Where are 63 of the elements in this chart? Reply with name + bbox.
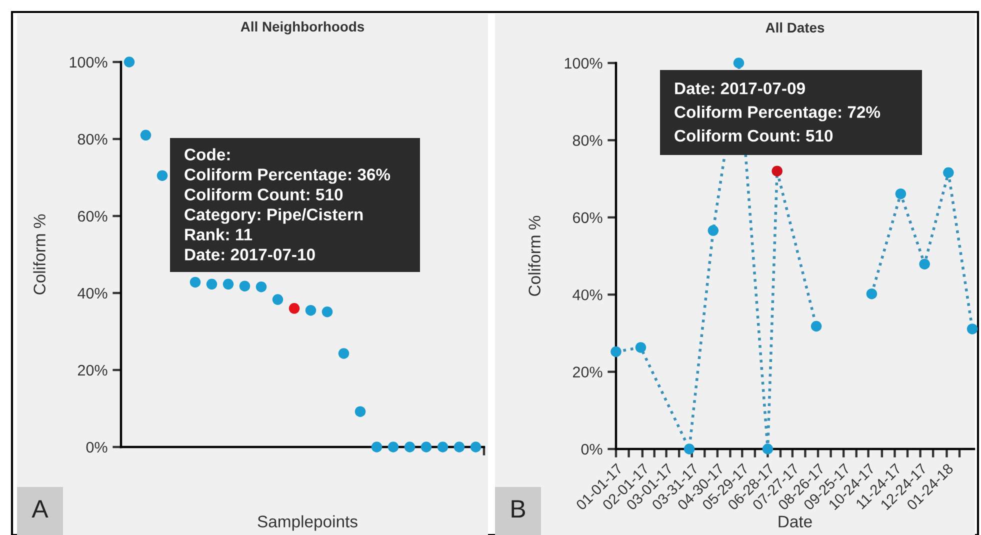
annotation: Date: 2017-07-09 xyxy=(675,82,805,94)
point xyxy=(454,442,465,452)
text: B xyxy=(512,500,526,518)
y-tick-label: 40% xyxy=(78,288,108,299)
point xyxy=(305,304,316,316)
point xyxy=(772,166,782,176)
y-tick-label: 60% xyxy=(78,210,108,222)
point xyxy=(239,280,250,292)
point xyxy=(322,306,333,318)
chart-title: All Dates xyxy=(766,22,824,33)
y-tick-label: 0% xyxy=(86,442,108,453)
point xyxy=(866,288,878,300)
point xyxy=(156,170,168,181)
point xyxy=(470,442,482,452)
annotation: Code: xyxy=(184,148,230,160)
point xyxy=(190,276,201,288)
annotation: Category: Pipe/Cistern xyxy=(184,208,363,224)
point xyxy=(895,188,906,200)
point xyxy=(371,442,382,452)
y-tick-label: 100% xyxy=(70,56,108,68)
y-axis-title: Coliform % xyxy=(33,214,46,294)
x-axis-title: Date xyxy=(778,516,812,528)
text: A xyxy=(32,500,48,518)
chart-title: All Neighborhoods xyxy=(240,21,364,34)
y-tick-label: 60% xyxy=(573,212,602,224)
y-tick-label: 40% xyxy=(572,289,602,300)
point xyxy=(272,294,284,305)
point xyxy=(338,348,350,359)
y-tick-label: 0% xyxy=(581,444,602,455)
point xyxy=(222,278,234,290)
point xyxy=(206,278,218,290)
point xyxy=(684,444,695,454)
point xyxy=(288,303,300,314)
annotation: Rank: 11 xyxy=(185,228,252,240)
annotation: Coliform Count: 510 xyxy=(184,188,343,200)
point xyxy=(140,130,152,141)
annotation: Date: 2017-07-10 xyxy=(185,248,315,260)
y-tick-label: 80% xyxy=(78,134,108,145)
point xyxy=(762,444,774,454)
point xyxy=(354,406,366,417)
point xyxy=(733,58,744,68)
point xyxy=(919,258,930,270)
annotation: Coliform Percentage: 36% xyxy=(184,168,390,184)
y-tick-label: 100% xyxy=(564,58,602,69)
y-tick-label: 20% xyxy=(572,366,602,378)
point xyxy=(943,167,954,178)
x-axis-title: Samplepoints xyxy=(258,515,358,531)
annotation: Coliform Percentage: 72% xyxy=(674,106,880,122)
point xyxy=(256,281,267,292)
annotation: Coliform Count: 510 xyxy=(674,129,833,142)
point xyxy=(610,346,622,358)
y-tick-label: 20% xyxy=(78,364,108,376)
point xyxy=(708,225,719,236)
point xyxy=(635,342,646,353)
y-tick-label: 80% xyxy=(572,135,602,146)
point xyxy=(388,442,399,452)
point xyxy=(966,324,978,334)
point xyxy=(810,320,822,332)
point xyxy=(404,442,416,452)
y-axis-title: Coliform % xyxy=(528,216,540,296)
point xyxy=(437,442,448,452)
point xyxy=(420,442,432,452)
point xyxy=(124,56,135,68)
